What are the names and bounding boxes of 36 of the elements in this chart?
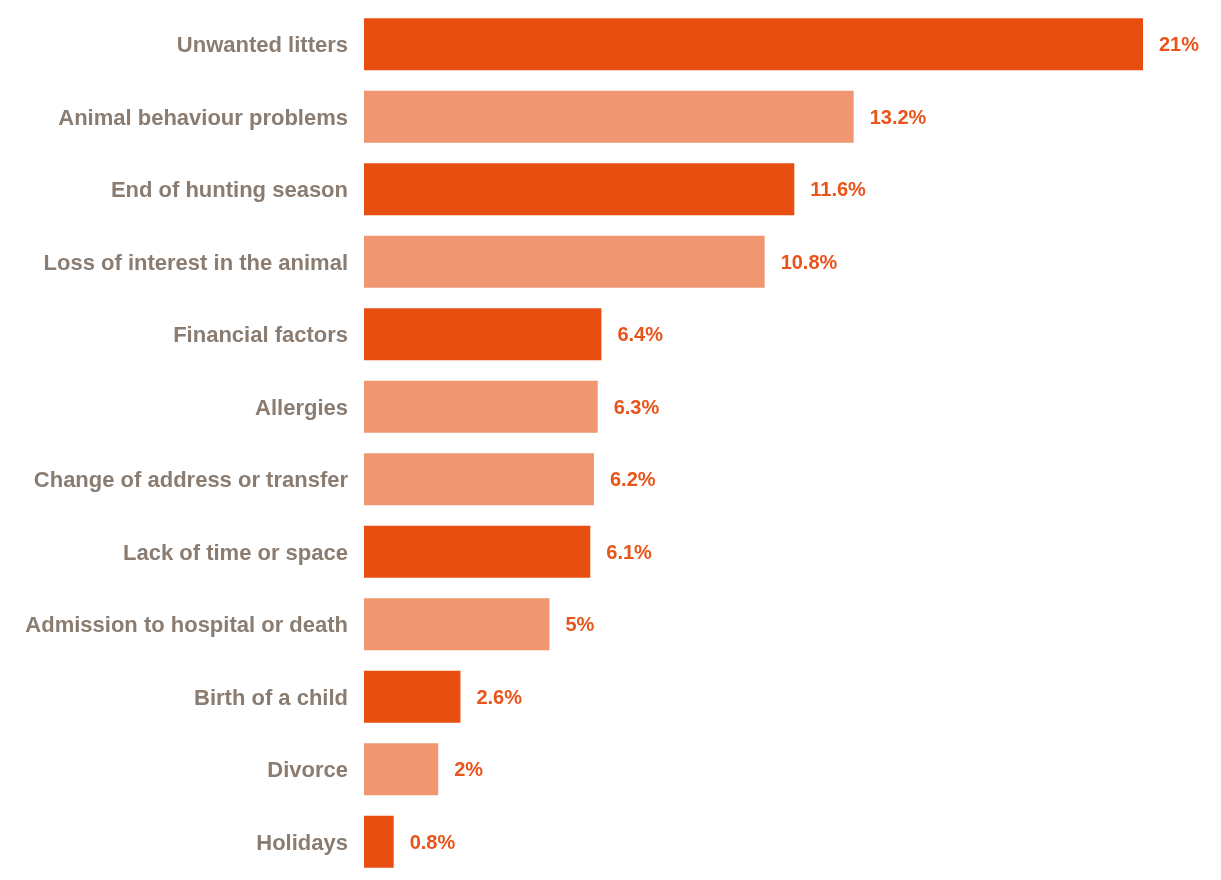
data-label: 6.1% [606, 540, 653, 563]
data-label: 6.4% [617, 323, 664, 346]
bar [364, 308, 602, 361]
bar [364, 815, 394, 868]
y-tick-label: Financial factors [173, 322, 348, 348]
y-tick-label: Animal behaviour problems [58, 104, 348, 130]
y-tick-label: End of hunting season [110, 177, 348, 203]
bar [364, 163, 795, 216]
data-label: 10.8% [780, 250, 838, 273]
data-label: 13.2% [869, 105, 927, 128]
data-label: 11.6% [810, 178, 867, 201]
bar [364, 380, 598, 433]
y-tick-label: Admission to hospital or death [25, 612, 348, 638]
bar [364, 670, 461, 723]
y-tick-label: Change of address or transfer [33, 467, 349, 493]
y-tick-label: Lack of time or space [123, 539, 348, 565]
bar [364, 235, 765, 288]
bar [364, 743, 439, 796]
y-tick-label: Loss of interest in the animal [43, 249, 348, 275]
y-tick-label: Birth of a child [194, 684, 348, 710]
data-label: 6.3% [613, 395, 660, 418]
data-label: 6.2% [609, 468, 656, 491]
data-label: 21% [1159, 33, 1200, 56]
y-tick-label: Allergies [255, 394, 348, 420]
bar [364, 453, 594, 506]
bar [364, 598, 550, 651]
bar [364, 18, 1143, 71]
data-label: 2% [454, 758, 484, 781]
data-label: 2.6% [476, 685, 523, 708]
bar [364, 90, 854, 143]
bar [364, 525, 591, 578]
y-tick-label: Holidays [256, 829, 348, 855]
y-tick-label: Unwanted litters [176, 32, 348, 58]
y-tick-label: Divorce [267, 757, 348, 783]
data-label: 0.8% [409, 830, 456, 853]
data-label: 5% [565, 613, 595, 636]
